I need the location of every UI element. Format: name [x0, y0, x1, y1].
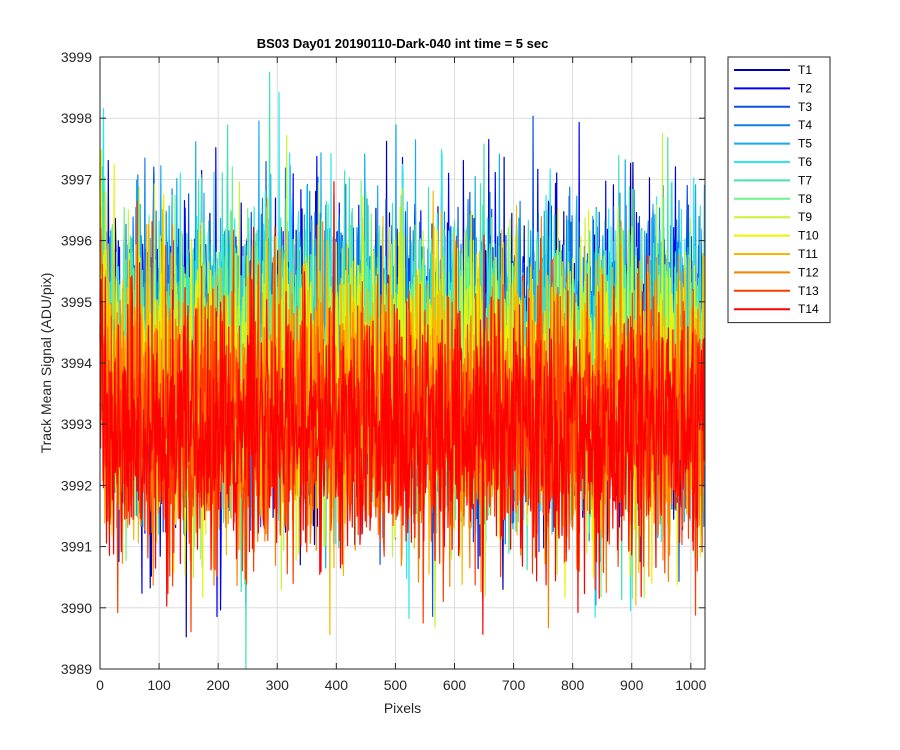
- legend-label-T9: T9: [798, 210, 812, 224]
- x-tick-label: 100: [147, 677, 171, 693]
- y-tick-label: 3994: [61, 355, 92, 371]
- y-tick-label: 3990: [61, 600, 92, 616]
- legend-label-T7: T7: [798, 173, 812, 187]
- legend: T1 T2 T3 T4 T5 T6 T7 T8 T9 T10 T11 T12 T13 T14: [727, 56, 831, 324]
- legend-label-T6: T6: [798, 155, 812, 169]
- x-tick-label: 500: [384, 677, 408, 693]
- series-group: [99, 71, 706, 670]
- x-tick-label: 900: [620, 677, 644, 693]
- y-tick-label: 3995: [61, 294, 92, 310]
- legend-label-T11: T11: [798, 247, 818, 261]
- legend-label-T13: T13: [798, 284, 819, 298]
- x-axis-label: Pixels: [383, 700, 422, 716]
- legend-label-T3: T3: [798, 100, 812, 114]
- legend-label-T14: T14: [798, 302, 819, 316]
- x-tick-label: 0: [96, 677, 104, 693]
- x-tick-label: 600: [443, 677, 467, 693]
- legend-label-T12: T12: [798, 265, 819, 279]
- x-tick-label: 700: [502, 677, 526, 693]
- y-tick-label: 3999: [61, 49, 92, 65]
- x-tick-label: 800: [561, 677, 585, 693]
- axes: 0 100 200 300 400 500 600 700 800 900 1000 3989 3990…: [61, 49, 707, 693]
- y-tick-label: 3997: [61, 171, 92, 187]
- x-tick-label: 400: [325, 677, 349, 693]
- y-tick-label: 3996: [61, 233, 92, 249]
- series-line-T14: [99, 181, 706, 635]
- x-tick-label: 300: [266, 677, 290, 693]
- legend-label-T2: T2: [798, 81, 812, 95]
- x-tick-label: 200: [206, 677, 230, 693]
- chart-title: BS03 Day01 20190110-Dark-040 int time = …: [256, 36, 549, 51]
- y-tick-label: 3998: [61, 110, 92, 126]
- y-tick-label: 3991: [61, 539, 92, 555]
- y-tick-label: 3993: [61, 416, 92, 432]
- y-tick-label: 3992: [61, 477, 92, 493]
- x-tick-label: 1000: [675, 677, 706, 693]
- legend-label-T1: T1: [798, 63, 812, 77]
- legend-label-T8: T8: [798, 192, 812, 206]
- legend-label-T4: T4: [798, 118, 812, 132]
- legend-label-T5: T5: [798, 137, 812, 151]
- y-tick-label: 3989: [61, 661, 92, 677]
- legend-box: [727, 56, 831, 324]
- legend-label-T10: T10: [798, 229, 819, 243]
